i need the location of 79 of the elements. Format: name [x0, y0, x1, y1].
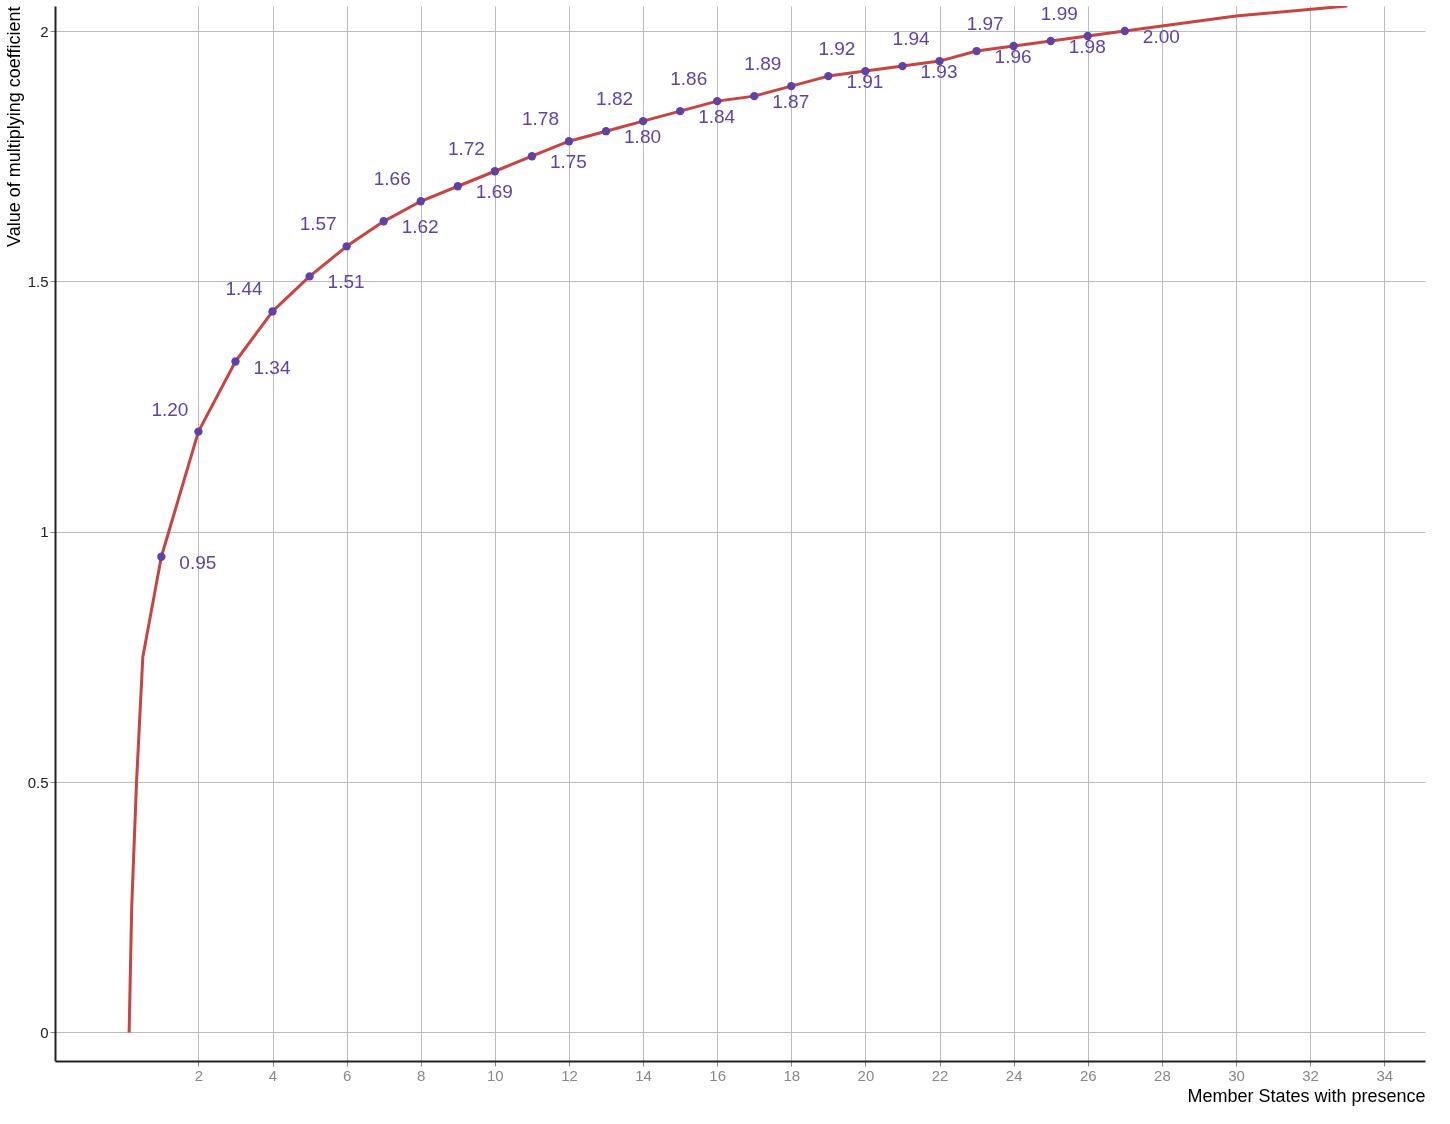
- data-label: 1.66: [373, 168, 411, 190]
- data-label: 1.20: [151, 398, 189, 420]
- point: [268, 307, 277, 316]
- data-label: 1.51: [327, 271, 365, 293]
- point: [638, 116, 648, 126]
- y-axis-title: Value of multiplying coefficient: [3, 6, 24, 247]
- line-series: [127, 6, 1349, 1034]
- data-label: 1.91: [846, 71, 884, 93]
- data-label: 1.94: [892, 28, 930, 50]
- x-tick-label: 16: [709, 1066, 727, 1084]
- data-label: 1.84: [698, 106, 736, 128]
- point: [935, 56, 944, 66]
- data-label: 1.62: [401, 216, 439, 238]
- x-tick-label: 2: [194, 1066, 204, 1084]
- data-label: 1.86: [670, 68, 708, 90]
- point: [342, 242, 351, 251]
- point: [490, 167, 500, 176]
- data-label: 1.96: [994, 46, 1032, 68]
- y-tick-label: 1: [40, 523, 49, 541]
- point: [713, 96, 722, 106]
- point: [601, 127, 611, 136]
- data-label: 1.34: [253, 356, 291, 378]
- y-tick-label: 2: [40, 22, 49, 40]
- point: [898, 61, 907, 71]
- x-tick-label: 12: [561, 1066, 578, 1084]
- x-tick-label: 28: [1154, 1066, 1171, 1084]
- data-label: 1.89: [744, 53, 782, 75]
- x-tick-label: 30: [1228, 1066, 1245, 1084]
- x-tick-label: 18: [783, 1066, 801, 1084]
- x-tick-label: 34: [1376, 1066, 1394, 1084]
- point: [379, 217, 388, 226]
- data-label: 1.57: [299, 213, 337, 235]
- x-tick-label: 26: [1079, 1066, 1097, 1084]
- data-label: 1.44: [225, 278, 263, 300]
- point: [194, 427, 203, 436]
- y-tick-label: 1.5: [27, 272, 49, 290]
- point: [1046, 36, 1055, 46]
- data-label: 1.92: [818, 38, 856, 60]
- data-label: 1.78: [522, 108, 559, 130]
- point: [1120, 26, 1130, 36]
- x-tick-label: 6: [342, 1066, 352, 1084]
- point: [787, 81, 796, 91]
- point: [157, 552, 166, 561]
- x-tick-label: 22: [931, 1066, 949, 1084]
- point: [1009, 41, 1018, 51]
- point: [231, 357, 240, 366]
- data-label: 1.99: [1040, 3, 1078, 25]
- point: [1083, 31, 1092, 41]
- data-label: 1.75: [549, 151, 587, 173]
- x-tick-label: 14: [635, 1066, 652, 1084]
- x-tick-label: 8: [417, 1066, 426, 1084]
- x-axis-title: Member States with presence: [1187, 1085, 1426, 1106]
- point: [416, 197, 425, 206]
- x-tick-label: 4: [268, 1066, 278, 1084]
- point: [861, 66, 870, 76]
- x-tick-label: 10: [487, 1066, 504, 1084]
- data-label: 1.80: [624, 126, 662, 148]
- point: [527, 152, 537, 161]
- data-label: 2.00: [1142, 26, 1180, 48]
- data-label: 1.69: [475, 181, 513, 203]
- data-label: 1.97: [966, 13, 1004, 35]
- point: [305, 272, 314, 281]
- data-label: 0.95: [179, 551, 217, 573]
- data-label: 1.72: [447, 138, 485, 160]
- point: [972, 46, 981, 56]
- x-tick-label: 24: [1005, 1066, 1023, 1084]
- y-tick-label: 0.5: [27, 773, 49, 791]
- point: [675, 106, 685, 116]
- x-tick-label: 20: [857, 1066, 875, 1084]
- data-label: 1.93: [920, 61, 958, 83]
- point: [564, 137, 574, 146]
- data-label: 1.98: [1068, 36, 1106, 58]
- point: [824, 71, 833, 81]
- data-label: 1.82: [596, 88, 634, 110]
- x-tick-label: 32: [1302, 1066, 1319, 1084]
- point: [750, 91, 759, 101]
- point: [453, 182, 462, 191]
- y-tick-label: 0: [40, 1023, 49, 1041]
- data-label: 1.87: [772, 91, 810, 113]
